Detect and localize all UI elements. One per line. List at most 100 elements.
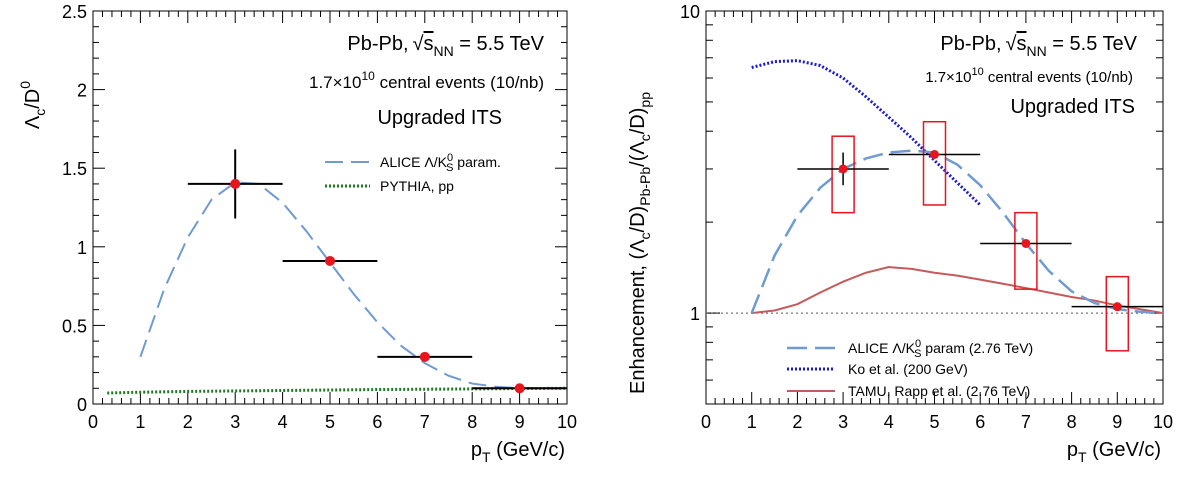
legend-label-part: param. xyxy=(453,154,500,170)
x-tick-label: 9 xyxy=(515,412,525,432)
x-tick-label: 0 xyxy=(88,412,98,432)
annotation-detector: Upgraded ITS xyxy=(1010,96,1135,118)
legend-label-part: param (2.76 TeV) xyxy=(921,340,1033,356)
x-axis-title: pT (GeV/c) xyxy=(1067,439,1161,465)
x-tick-label: 6 xyxy=(975,412,985,432)
x-axis-title-p: p xyxy=(1067,439,1078,461)
x-tick-label: 5 xyxy=(325,412,335,432)
data-point xyxy=(514,383,525,394)
x-tick-label: 10 xyxy=(1153,412,1173,432)
y-axis-title-d: /D xyxy=(22,89,44,109)
annotation-energy: = 5.5 TeV xyxy=(1047,33,1138,55)
annotation-sqrt-sub: NN xyxy=(434,43,454,59)
legend: ALICE Λ/K0 S param. PYTHIA, pp xyxy=(325,152,501,194)
annotation-events-exp: 10 xyxy=(972,66,984,78)
data-point xyxy=(930,149,939,159)
alice-param-curve xyxy=(139,181,567,390)
legend-label-ko: Ko et al. (200 GeV) xyxy=(848,361,968,377)
y-tick-label: 1 xyxy=(690,304,700,324)
x-tick-label: 5 xyxy=(929,412,939,432)
y-axis-title: Λc/D0 xyxy=(17,81,48,129)
data-point xyxy=(419,351,430,362)
x-tick-label: 7 xyxy=(1021,412,1031,432)
data-point xyxy=(1112,302,1122,312)
annotation-sqrt-sign: √ xyxy=(413,33,424,55)
annotation-energy: = 5.5 TeV xyxy=(454,33,545,55)
legend-label-alice: ALICE Λ/K0 S param (2.76 TeV) xyxy=(848,338,1033,360)
y-tick-label: 2 xyxy=(77,81,87,101)
x-tick-label: 3 xyxy=(838,412,848,432)
y-axis-title-sub: pp xyxy=(637,92,653,108)
annotation-events-rest: central events (10/nb) xyxy=(984,69,1133,86)
data-point xyxy=(838,164,848,174)
x-tick-label: 0 xyxy=(701,412,711,432)
y-axis-title-sub: c xyxy=(32,109,48,116)
x-axis-title: pT (GeV/c) xyxy=(471,439,565,465)
x-tick-label: 1 xyxy=(747,412,757,432)
data-point xyxy=(325,255,335,266)
annotation-events-base: 1.7×10 xyxy=(309,73,361,92)
ko-curve xyxy=(751,59,982,207)
data-syst-box xyxy=(1014,211,1038,290)
x-tick-label: 7 xyxy=(420,412,430,432)
tamu-curve xyxy=(751,266,1164,315)
annotation-sqrt-sign: √ xyxy=(1006,33,1017,55)
x-axis-title-sub: T xyxy=(1078,449,1087,465)
x-axis-title-sub: T xyxy=(482,449,491,465)
y-axis-title-part: /D) xyxy=(627,108,649,135)
annotation-system: Pb-Pb, √sNN = 5.5 TeV xyxy=(940,33,1137,59)
annotation-detector: Upgraded ITS xyxy=(377,107,502,129)
y-axis-title-sup: 0 xyxy=(17,81,33,89)
annotation-sqrt-sub: NN xyxy=(1027,43,1047,59)
plot-frame xyxy=(92,10,568,405)
legend-label-alice: ALICE Λ/K0 S param. xyxy=(380,152,501,174)
y-axis-title-sub: Pb-Pb xyxy=(637,167,653,206)
x-tick-label: 10 xyxy=(557,412,577,432)
annotation-system-name: Pb-Pb, xyxy=(347,33,408,55)
y-tick-label: 1 xyxy=(77,238,87,258)
legend-label-pythia: PYTHIA, pp xyxy=(380,178,454,194)
legend-label-sup: 0 xyxy=(447,152,453,164)
legend-label-part: ALICE Λ/K xyxy=(380,154,448,170)
alice-param-curve xyxy=(750,149,1164,315)
annotation-system-name: Pb-Pb, xyxy=(940,33,1001,55)
data-point xyxy=(230,178,241,189)
legend-label-tamu: TAMU, Rapp et al. (2.76 TeV) xyxy=(848,383,1030,399)
annotation-sqrt-s: s xyxy=(1017,33,1027,55)
y-axis-title-part: /D) xyxy=(627,206,649,233)
y-tick-label: 1.5 xyxy=(62,159,87,179)
annotation-sqrt-s: s xyxy=(424,33,434,55)
y-tick-label: 0.5 xyxy=(62,316,87,336)
x-tick-label: 8 xyxy=(467,412,477,432)
annotation-events: 1.7×1010 central events (10/nb) xyxy=(925,66,1133,86)
y-axis-title: Enhancement, (Λc/D)Pb-Pb/(Λc/D)pp xyxy=(627,92,653,394)
legend-label-sub: S xyxy=(446,162,453,174)
legend-label-sup: 0 xyxy=(915,338,921,350)
y-axis-title-sub: c xyxy=(637,232,653,239)
x-tick-label: 3 xyxy=(230,412,240,432)
annotation-events-exp: 10 xyxy=(361,69,375,83)
data-point xyxy=(1021,238,1031,248)
x-tick-label: 2 xyxy=(183,412,193,432)
x-axis-title-unit: (GeV/c) xyxy=(1087,439,1161,461)
annotation-system: Pb-Pb, √sNN = 5.5 TeV xyxy=(347,33,544,59)
right-chart-axes: 0 1 2 3 4 5 6 7 8 9 10 pT (GeV/c) 1 10 Enhancement, (Λ… xyxy=(627,2,1173,465)
x-tick-label: 2 xyxy=(792,412,802,432)
x-tick-label: 4 xyxy=(884,412,894,432)
x-axis-title-p: p xyxy=(471,439,482,461)
y-tick-label: 10 xyxy=(680,2,700,22)
x-tick-label: 1 xyxy=(135,412,145,432)
x-tick-label: 8 xyxy=(1067,412,1077,432)
x-tick-label: 6 xyxy=(372,412,382,432)
annotation-events: 1.7×1010 central events (10/nb) xyxy=(309,69,544,92)
data-syst-box xyxy=(922,120,947,206)
x-tick-label: 9 xyxy=(1112,412,1122,432)
legend-label-part: ALICE Λ/K xyxy=(848,340,916,356)
x-axis-title-unit: (GeV/c) xyxy=(491,439,565,461)
legend-label-sub: S xyxy=(914,348,921,360)
annotation-events-base: 1.7×10 xyxy=(925,69,971,86)
y-tick-label: 0 xyxy=(77,395,87,415)
data-syst-box xyxy=(831,135,855,214)
data-syst-box xyxy=(1105,275,1130,352)
